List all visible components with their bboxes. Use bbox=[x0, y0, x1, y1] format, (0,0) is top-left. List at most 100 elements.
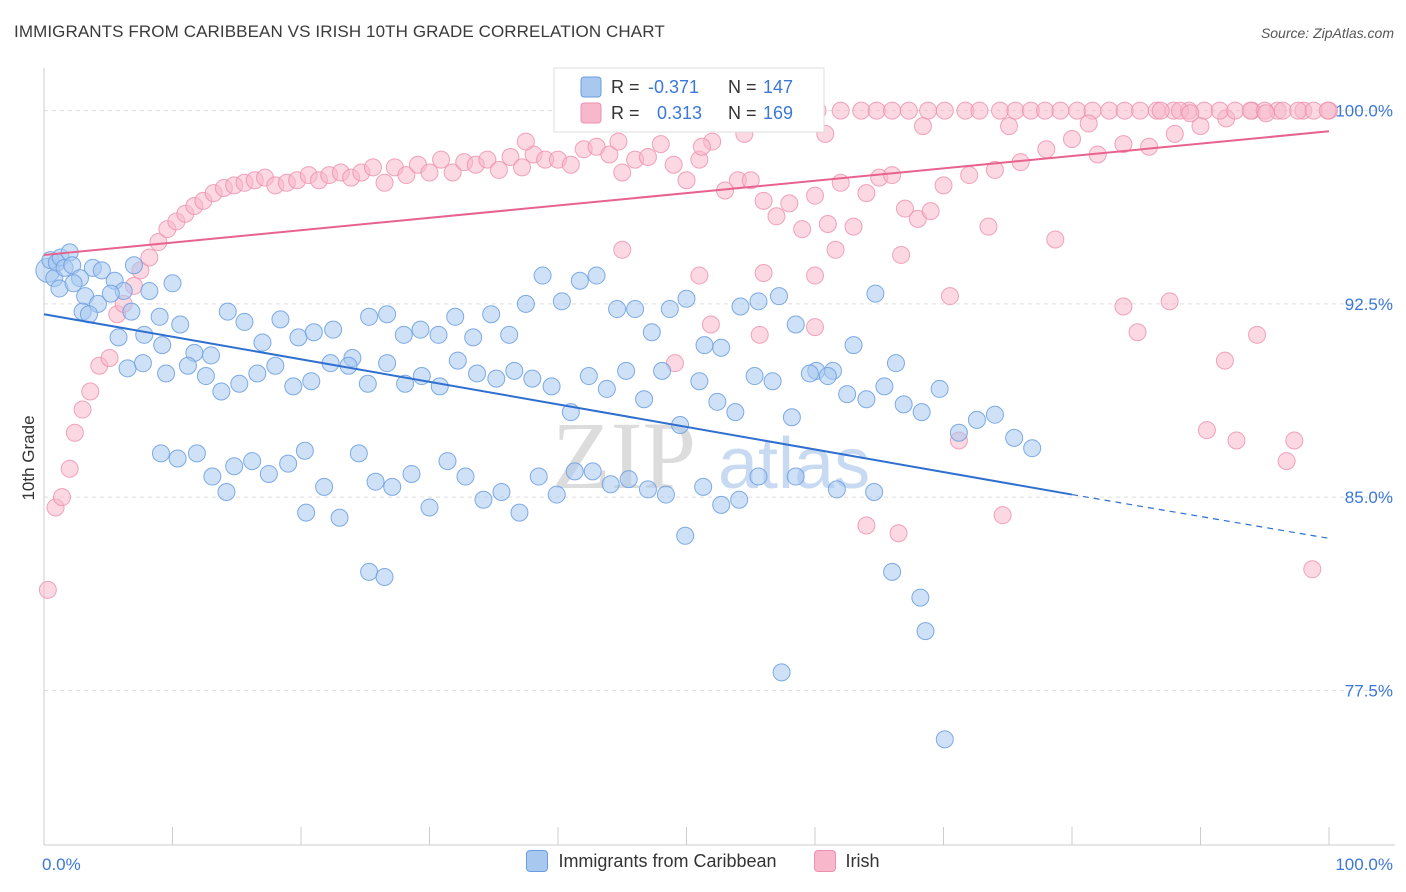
irish-point bbox=[892, 245, 911, 264]
stats-n-value: 147 bbox=[763, 77, 793, 97]
irish-point bbox=[806, 266, 824, 285]
caribbean-point bbox=[243, 452, 262, 471]
caribbean-point bbox=[366, 472, 385, 491]
legend-swatch-pink bbox=[813, 850, 836, 872]
irish-point bbox=[420, 163, 439, 182]
legend-item-irish[interactable]: Irish bbox=[813, 850, 880, 872]
caribbean-point bbox=[642, 323, 661, 342]
caribbean-point bbox=[786, 315, 805, 334]
irish-point bbox=[857, 516, 876, 535]
irish-point bbox=[1036, 101, 1055, 120]
irish-point bbox=[478, 150, 497, 169]
caribbean-point bbox=[818, 367, 837, 386]
irish-point bbox=[889, 524, 908, 543]
irish-point bbox=[818, 215, 837, 234]
caribbean-point bbox=[857, 390, 876, 409]
caribbean-point bbox=[770, 287, 789, 306]
caribbean-point bbox=[295, 441, 314, 460]
irish-point bbox=[985, 160, 1004, 179]
stats-swatch-pink bbox=[580, 102, 602, 124]
caribbean-point bbox=[916, 622, 935, 641]
caribbean-point bbox=[196, 367, 215, 386]
caribbean-point bbox=[402, 464, 421, 483]
stats-r-label: R = bbox=[611, 103, 645, 123]
caribbean-point bbox=[800, 364, 819, 383]
irish-point bbox=[1248, 325, 1267, 344]
caribbean-trend-line bbox=[43, 313, 1073, 496]
caribbean-point bbox=[448, 351, 467, 370]
caribbean-point bbox=[570, 271, 589, 290]
caribbean-point bbox=[749, 292, 768, 311]
irish-point bbox=[919, 101, 938, 120]
irish-point bbox=[600, 145, 619, 164]
caribbean-point bbox=[133, 354, 152, 373]
irish-point bbox=[1285, 431, 1304, 450]
caribbean-point bbox=[482, 305, 501, 324]
caribbean-point bbox=[178, 356, 197, 375]
caribbean-point bbox=[109, 328, 128, 347]
caribbean-point bbox=[153, 336, 172, 355]
irish-point bbox=[1114, 297, 1133, 316]
svg-text:R = 0.313: R = 0.313 bbox=[611, 103, 702, 123]
irish-point bbox=[913, 117, 932, 136]
caribbean-point bbox=[712, 338, 731, 357]
caribbean-point bbox=[64, 274, 83, 293]
irish-point bbox=[73, 400, 92, 419]
irish-point bbox=[1100, 101, 1119, 120]
caribbean-point bbox=[523, 369, 542, 388]
irish-point bbox=[899, 101, 918, 120]
caribbean-point bbox=[430, 377, 449, 396]
watermark: ZIP atlas bbox=[552, 402, 870, 509]
caribbean-point bbox=[583, 462, 602, 481]
caribbean-point bbox=[302, 372, 321, 391]
irish-point bbox=[826, 240, 845, 259]
caribbean-point bbox=[827, 480, 846, 499]
stats-r-value: 0.313 bbox=[657, 103, 702, 123]
irish-point bbox=[60, 459, 79, 478]
caribbean-point bbox=[883, 562, 902, 581]
caribbean-point bbox=[533, 266, 552, 285]
irish-point bbox=[750, 325, 769, 344]
caribbean-point bbox=[438, 452, 457, 471]
stats-r-label: R = bbox=[611, 77, 645, 97]
irish-point bbox=[638, 148, 657, 167]
caribbean-point bbox=[949, 423, 968, 442]
stats-swatch-blue bbox=[580, 76, 602, 98]
svg-text:R = -0.371: R = -0.371 bbox=[611, 77, 699, 97]
caribbean-point bbox=[579, 367, 598, 386]
caribbean-point bbox=[378, 305, 397, 324]
caribbean-point bbox=[360, 562, 379, 581]
caribbean-point bbox=[248, 364, 267, 383]
caribbean-point bbox=[772, 663, 791, 682]
y-axis-label: 10th Grade bbox=[19, 415, 38, 500]
caribbean-point bbox=[118, 359, 137, 378]
caribbean-point bbox=[865, 482, 884, 501]
irish-trend-line bbox=[43, 130, 1330, 256]
caribbean-point bbox=[838, 385, 857, 404]
irish-point bbox=[692, 137, 711, 156]
caribbean-point bbox=[894, 395, 913, 414]
irish-point bbox=[1115, 101, 1134, 120]
irish-point bbox=[1181, 104, 1200, 123]
irish-point bbox=[960, 166, 979, 185]
caribbean-point bbox=[708, 392, 727, 411]
caribbean-point bbox=[394, 325, 413, 344]
chart-title: IMMIGRANTS FROM CARIBBEAN VS IRISH 10TH … bbox=[14, 22, 665, 41]
irish-point bbox=[852, 101, 871, 120]
caribbean-point bbox=[271, 310, 290, 329]
caribbean-point bbox=[510, 503, 529, 522]
irish-point bbox=[38, 580, 57, 599]
caribbean-point bbox=[289, 328, 308, 347]
legend-label-caribbean: Immigrants from Caribbean bbox=[558, 850, 777, 871]
irish-point bbox=[1303, 560, 1322, 579]
caribbean-point bbox=[396, 374, 415, 393]
irish-point bbox=[1114, 135, 1133, 154]
irish-point bbox=[513, 158, 532, 177]
y-tick-label: 77.5% bbox=[1345, 681, 1393, 700]
caribbean-point bbox=[653, 361, 672, 380]
caribbean-point bbox=[279, 454, 298, 473]
legend-item-caribbean[interactable]: Immigrants from Caribbean bbox=[526, 850, 777, 872]
x-tick-label: 0.0% bbox=[42, 855, 81, 874]
irish-point bbox=[81, 382, 100, 401]
irish-point bbox=[857, 184, 876, 203]
